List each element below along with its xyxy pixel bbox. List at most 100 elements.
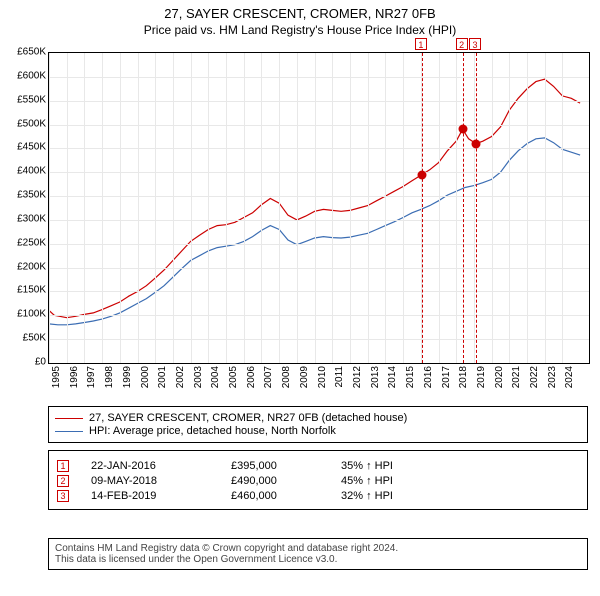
- gridline-v: [439, 53, 440, 363]
- marker-dot-1: [417, 170, 426, 179]
- xtick-label: 2010: [317, 366, 328, 388]
- marker-vline-2: [463, 53, 464, 363]
- gridline-v: [84, 53, 85, 363]
- legend-label: 27, SAYER CRESCENT, CROMER, NR27 0FB (de…: [89, 412, 407, 424]
- xtick-label: 2013: [370, 366, 381, 388]
- gridline-v: [279, 53, 280, 363]
- ytick-label: £100K: [17, 309, 46, 320]
- gridline-h: [49, 315, 589, 316]
- xtick-label: 2018: [458, 366, 469, 388]
- footer-line-1: Contains HM Land Registry data © Crown c…: [55, 543, 581, 554]
- transaction-row: 209-MAY-2018£490,00045% ↑ HPI: [57, 475, 579, 487]
- gridline-v: [49, 53, 50, 363]
- gridline-v: [562, 53, 563, 363]
- gridline-v: [315, 53, 316, 363]
- transaction-price: £395,000: [231, 460, 341, 472]
- gridline-v: [509, 53, 510, 363]
- transaction-date: 14-FEB-2019: [91, 490, 231, 502]
- xtick-label: 2011: [334, 366, 345, 388]
- ytick-label: £150K: [17, 285, 46, 296]
- ytick-label: £500K: [17, 118, 46, 129]
- gridline-v: [261, 53, 262, 363]
- legend-item: 27, SAYER CRESCENT, CROMER, NR27 0FB (de…: [55, 412, 581, 424]
- xtick-label: 2009: [299, 366, 310, 388]
- transaction-marker: 2: [57, 475, 69, 487]
- gridline-v: [527, 53, 528, 363]
- marker-vline-1: [422, 53, 423, 363]
- gridline-h: [49, 339, 589, 340]
- ytick-label: £400K: [17, 166, 46, 177]
- xtick-label: 2016: [423, 366, 434, 388]
- ytick-label: £0: [35, 357, 46, 368]
- ytick-label: £550K: [17, 94, 46, 105]
- xtick-label: 1999: [122, 366, 133, 388]
- legend-label: HPI: Average price, detached house, Nort…: [89, 425, 336, 437]
- transaction-row: 3 14-FEB-2019£460,00032% ↑ HPI: [57, 490, 579, 502]
- marker-box-3: 3: [469, 38, 481, 50]
- gridline-v: [67, 53, 68, 363]
- marker-box-1: 1: [415, 38, 427, 50]
- ytick-label: £200K: [17, 261, 46, 272]
- ytick-label: £600K: [17, 70, 46, 81]
- chart-subtitle: Price paid vs. HM Land Registry's House …: [0, 23, 600, 37]
- footer-line-2: This data is licensed under the Open Gov…: [55, 554, 581, 565]
- marker-vline-3: [476, 53, 477, 363]
- chart-container: 27, SAYER CRESCENT, CROMER, NR27 0FB Pri…: [0, 6, 600, 596]
- xtick-label: 2020: [494, 366, 505, 388]
- xtick-label: 2021: [511, 366, 522, 388]
- legend-item: HPI: Average price, detached house, Nort…: [55, 425, 581, 437]
- gridline-v: [208, 53, 209, 363]
- transaction-pct: 35% ↑ HPI: [341, 460, 441, 472]
- transaction-marker: 1: [57, 460, 69, 472]
- xtick-label: 1996: [69, 366, 80, 388]
- transaction-pct: 45% ↑ HPI: [341, 475, 441, 487]
- gridline-v: [474, 53, 475, 363]
- gridline-v: [332, 53, 333, 363]
- xtick-label: 2008: [281, 366, 292, 388]
- xtick-label: 1995: [51, 366, 62, 388]
- gridline-v: [545, 53, 546, 363]
- ytick-label: £450K: [17, 142, 46, 153]
- xtick-label: 2006: [246, 366, 257, 388]
- xtick-label: 2022: [529, 366, 540, 388]
- xtick-label: 2002: [175, 366, 186, 388]
- xtick-label: 2015: [405, 366, 416, 388]
- gridline-v: [385, 53, 386, 363]
- gridline-h: [49, 101, 589, 102]
- gridline-v: [297, 53, 298, 363]
- transaction-price: £460,000: [231, 490, 341, 502]
- chart-title: 27, SAYER CRESCENT, CROMER, NR27 0FB: [0, 6, 600, 21]
- gridline-v: [102, 53, 103, 363]
- xtick-label: 2012: [352, 366, 363, 388]
- xtick-label: 2004: [210, 366, 221, 388]
- xtick-label: 1997: [86, 366, 97, 388]
- legend-swatch: [55, 418, 83, 419]
- gridline-v: [350, 53, 351, 363]
- ytick-label: £300K: [17, 213, 46, 224]
- ytick-label: £50K: [23, 333, 46, 344]
- marker-dot-2: [458, 125, 467, 134]
- transaction-marker: 3: [57, 490, 69, 502]
- gridline-h: [49, 220, 589, 221]
- gridline-h: [49, 148, 589, 149]
- chart-lines-svg: [49, 53, 589, 363]
- transaction-pct: 32% ↑ HPI: [341, 490, 441, 502]
- transaction-price: £490,000: [231, 475, 341, 487]
- gridline-v: [492, 53, 493, 363]
- gridline-v: [244, 53, 245, 363]
- xtick-label: 2007: [263, 366, 274, 388]
- ytick-label: £250K: [17, 237, 46, 248]
- gridline-h: [49, 172, 589, 173]
- ytick-label: £350K: [17, 190, 46, 201]
- footer-box: Contains HM Land Registry data © Crown c…: [48, 538, 588, 570]
- xtick-label: 2001: [157, 366, 168, 388]
- xtick-label: 2000: [140, 366, 151, 388]
- xtick-label: 2024: [564, 366, 575, 388]
- gridline-v: [138, 53, 139, 363]
- gridline-v: [368, 53, 369, 363]
- transactions-box: 122-JAN-2016£395,00035% ↑ HPI209-MAY-201…: [48, 450, 588, 510]
- xtick-label: 2023: [547, 366, 558, 388]
- gridline-v: [173, 53, 174, 363]
- legend-box: 27, SAYER CRESCENT, CROMER, NR27 0FB (de…: [48, 406, 588, 443]
- xtick-label: 1998: [104, 366, 115, 388]
